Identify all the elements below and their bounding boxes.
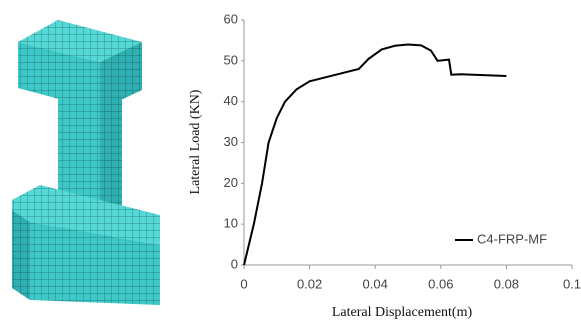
x-tick-label: 0.04 xyxy=(363,276,388,291)
x-tick-label: 0.06 xyxy=(428,276,453,291)
legend-label: C4-FRP-MF xyxy=(477,231,547,246)
x-tick-label: 0 xyxy=(240,276,247,291)
series-line xyxy=(244,45,506,266)
x-tick-label: 0.02 xyxy=(297,276,322,291)
y-tick-label: 40 xyxy=(224,93,238,108)
x-axis-title: Lateral Displacement(m) xyxy=(332,305,473,320)
y-tick-label: 30 xyxy=(224,134,238,149)
y-tick-label: 10 xyxy=(224,216,238,231)
plot-area: 0 10 20 30 40 50 60 0 0.02 0.04 0.06 0.08 0.1 C4-FRP-… xyxy=(224,11,581,291)
y-axis-title: Lateral Load (KN) xyxy=(188,89,203,194)
y-tick-label: 60 xyxy=(224,11,238,26)
fe-mesh-model xyxy=(12,20,160,305)
x-tick-label: 0.1 xyxy=(563,276,581,291)
y-tick-label: 20 xyxy=(224,175,238,190)
y-tick-label: 50 xyxy=(224,52,238,67)
page: Lateral Load (KN) Lateral Displacement(m… xyxy=(0,0,581,320)
figure: Lateral Load (KN) Lateral Displacement(m… xyxy=(0,0,581,320)
x-tick-label: 0.08 xyxy=(494,276,519,291)
y-tick-label: 0 xyxy=(231,256,238,271)
